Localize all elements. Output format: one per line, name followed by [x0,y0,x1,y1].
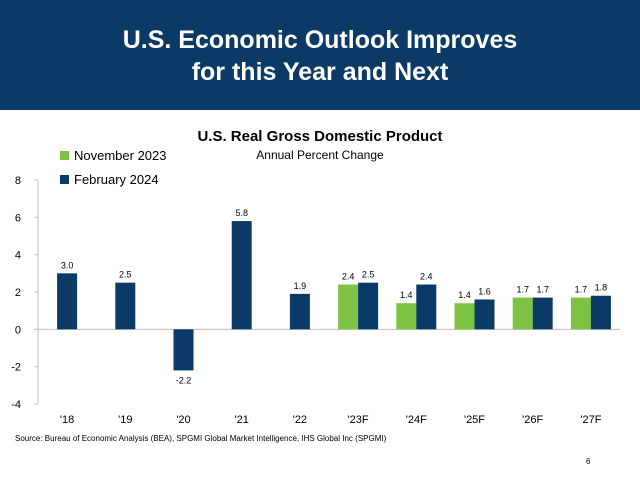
data-label: 1.4 [458,290,471,300]
bar [396,303,417,330]
x-tick-label: '26F [522,414,543,426]
y-tick-label: -2 [11,362,21,374]
x-tick-label: '27F [580,414,601,426]
chart-title: U.S. Real Gross Domestic Product [197,128,443,145]
bar [173,329,194,371]
bar [289,293,310,330]
bar [57,273,78,330]
x-tick-label: '20 [176,414,190,426]
bar [338,284,359,330]
bar [416,284,437,330]
bar [231,221,252,330]
x-tick-label: '23F [348,414,369,426]
legend-label-november-2023: November 2023 [74,147,167,163]
y-tick-label: -4 [11,399,21,411]
legend-item-february-2024: February 2024 [60,170,167,188]
legend-swatch-november-2023 [60,150,69,160]
data-label: 1.9 [294,281,307,291]
bar [570,297,591,330]
bar [532,297,553,330]
legend-swatch-february-2024 [60,174,69,184]
slide-title-line-2: for this Year and Next [191,58,449,86]
chart-legend: November 2023 February 2024 [60,146,167,194]
y-tick-label: 8 [15,175,21,187]
title-banner: U.S. Economic Outlook Improves for this … [0,0,640,110]
x-tick-label: '22 [293,414,307,426]
bar [512,297,533,330]
chart-subtitle: Annual Percent Change [256,148,384,162]
data-label: 2.5 [362,270,375,280]
source-note: Source: Bureau of Economic Analysis (BEA… [15,434,387,443]
bar [474,299,495,330]
x-tick-label: '25F [464,414,485,426]
data-label: 1.7 [516,285,529,295]
bar [358,282,379,330]
data-label: 1.8 [595,283,608,293]
bar [454,303,475,330]
data-label: -2.2 [176,375,192,385]
data-label: 1.7 [536,285,549,295]
y-tick-label: 6 [15,212,21,224]
y-tick-label: 4 [15,250,21,262]
y-tick-label: 2 [15,287,21,299]
y-tick-label: 0 [15,324,21,336]
bar [590,295,611,330]
data-label: 2.4 [420,272,433,282]
data-label: 2.4 [342,272,355,282]
slide-title-line-1: U.S. Economic Outlook Improves [122,26,518,54]
x-tick-label: '21 [235,414,249,426]
bar [115,282,136,330]
data-label: 1.6 [478,286,491,296]
page-number: 6 [586,457,591,466]
data-label: 1.7 [575,285,588,295]
x-tick-label: '18 [60,414,74,426]
legend-item-november-2023: November 2023 [60,146,167,164]
legend-label-february-2024: February 2024 [74,171,159,187]
x-tick-label: '24F [406,414,427,426]
x-tick-label: '19 [118,414,132,426]
data-label: 3.0 [61,260,74,270]
data-label: 1.4 [400,290,413,300]
data-label: 2.5 [119,270,132,280]
data-label: 5.8 [235,208,248,218]
